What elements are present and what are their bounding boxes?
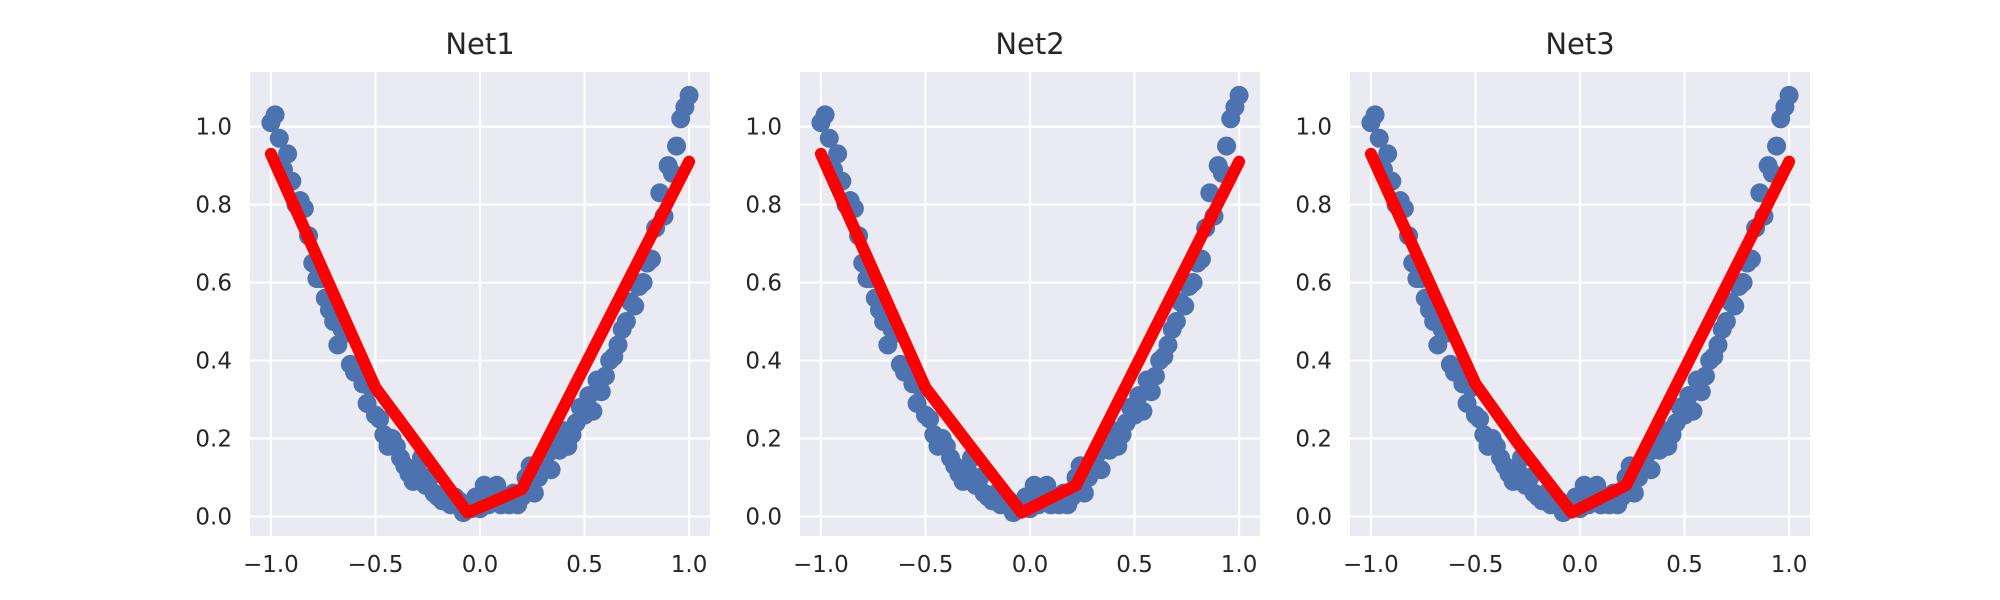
scatter-point <box>625 296 645 316</box>
scatter-point <box>1695 366 1715 386</box>
fit-line <box>264 147 696 519</box>
y-tick-label: 0.4 <box>195 349 232 375</box>
x-tick-label: −0.5 <box>348 552 404 578</box>
x-tick-label: 1.0 <box>1221 552 1258 578</box>
scatter-point <box>278 144 298 164</box>
scatter-point <box>1141 382 1161 402</box>
scatter-point <box>1133 401 1153 421</box>
scatter-point <box>1145 366 1165 386</box>
scatter-point <box>1779 85 1799 105</box>
scatter-point <box>591 382 611 402</box>
y-tick-label: 0.8 <box>195 193 232 219</box>
fit-line <box>1364 147 1796 519</box>
y-tick-label: 0.4 <box>1295 349 1332 375</box>
panel-title: Net1 <box>445 27 514 61</box>
x-tick-label: 1.0 <box>1771 552 1808 578</box>
scatter-point <box>616 312 636 332</box>
subplot-1: −1.0 −0.5 0.0 0.5 1.0 0.0 0.2 0.4 0.6 0.8 1.0 Net1 <box>195 27 710 578</box>
fit-line <box>814 147 1246 519</box>
x-tick-label: 0.5 <box>566 552 603 578</box>
scatter-point <box>595 366 615 386</box>
x-tick-label: 0.0 <box>1562 552 1599 578</box>
scatter-point <box>1158 335 1178 355</box>
scatter-point <box>541 460 561 480</box>
y-tick-label: 0.0 <box>195 505 232 531</box>
y-tick-label: 0.0 <box>1295 505 1332 531</box>
y-tick-label: 0.6 <box>195 271 232 297</box>
scatter-point <box>679 85 699 105</box>
x-tick-label: −0.5 <box>1448 552 1504 578</box>
scatter-point <box>1767 136 1787 156</box>
y-tick-label: 0.6 <box>1295 271 1332 297</box>
scatter-point <box>633 273 653 293</box>
y-tick-label: 0.4 <box>745 349 782 375</box>
y-tick-label: 0.6 <box>745 271 782 297</box>
scatter-point <box>1369 128 1389 148</box>
scatter-point <box>1691 382 1711 402</box>
y-tick-label: 1.0 <box>1295 115 1332 141</box>
scatter-point <box>1641 460 1661 480</box>
x-tick-label: −1.0 <box>243 552 299 578</box>
scatter-point <box>1217 136 1237 156</box>
y-tick-label: 1.0 <box>745 115 782 141</box>
scatter-point <box>1229 85 1249 105</box>
scatter-point <box>583 401 603 421</box>
scatter-point <box>920 409 940 429</box>
scatter-point <box>815 105 835 125</box>
x-tick-label: 0.0 <box>1012 552 1049 578</box>
y-tick-label: 0.8 <box>745 193 782 219</box>
scatter-point <box>1683 401 1703 421</box>
panel-title: Net2 <box>995 27 1064 61</box>
scatter-point <box>1166 312 1186 332</box>
scatter-point <box>370 409 390 429</box>
subplot-3: −1.0 −0.5 0.0 0.5 1.0 0.0 0.2 0.4 0.6 0.8 1.0 Net3 <box>1295 27 1810 578</box>
y-tick-label: 0.2 <box>745 427 782 453</box>
panel-title: Net3 <box>1545 27 1614 61</box>
scatter-point <box>1378 144 1398 164</box>
scatter-point <box>667 136 687 156</box>
scatter-point <box>1365 105 1385 125</box>
y-tick-label: 0.2 <box>1295 427 1332 453</box>
subplot-2: −1.0 −0.5 0.0 0.5 1.0 0.0 0.2 0.4 0.6 0.8 1.0 Net2 <box>745 27 1260 578</box>
y-tick-label: 0.2 <box>195 427 232 453</box>
x-tick-label: 0.5 <box>1666 552 1703 578</box>
x-tick-label: −1.0 <box>793 552 849 578</box>
y-tick-label: 0.8 <box>1295 193 1332 219</box>
scatter-point <box>828 144 848 164</box>
y-tick-label: 0.0 <box>745 505 782 531</box>
scatter-point <box>269 128 289 148</box>
scatter-point <box>1091 460 1111 480</box>
scatter-point <box>1725 296 1745 316</box>
scatter-point <box>1183 273 1203 293</box>
x-tick-label: 1.0 <box>671 552 708 578</box>
y-tick-label: 1.0 <box>195 115 232 141</box>
scatter-point <box>1733 273 1753 293</box>
x-tick-label: 0.5 <box>1116 552 1153 578</box>
x-tick-label: −1.0 <box>1343 552 1399 578</box>
scatter-point <box>1175 296 1195 316</box>
scatter-point <box>524 483 544 503</box>
scatter-point <box>1470 409 1490 429</box>
scatter-series <box>811 85 1249 523</box>
scatter-point <box>265 105 285 125</box>
scatter-point <box>1708 335 1728 355</box>
x-tick-label: −0.5 <box>898 552 954 578</box>
scatter-point <box>819 128 839 148</box>
scatter-point <box>1716 312 1736 332</box>
scatter-point <box>608 335 628 355</box>
x-tick-label: 0.0 <box>462 552 499 578</box>
